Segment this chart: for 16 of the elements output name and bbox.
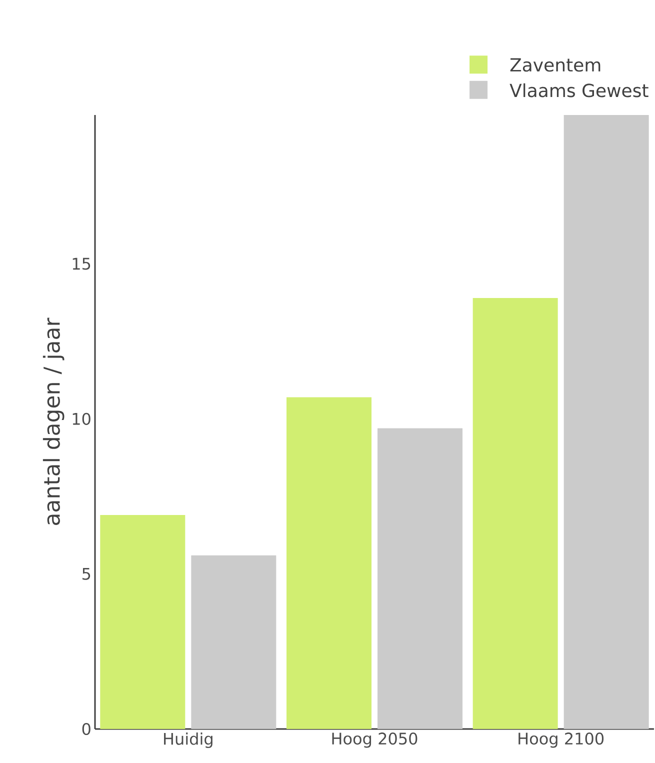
bar <box>191 555 276 729</box>
bar <box>472 298 558 729</box>
bar <box>100 515 186 729</box>
bar <box>286 397 372 729</box>
x-tick-label: Huidig <box>164 732 213 748</box>
x-tick-label: Hoog 2100 <box>518 732 604 748</box>
y-axis-title: aantal dagen / jaar <box>43 318 64 525</box>
legend-label: Zaventem <box>510 58 600 72</box>
y-tick-label: 15 <box>72 258 90 270</box>
y-tick-label: 5 <box>82 568 90 580</box>
legend-label: Vlaams Gewest <box>510 83 648 98</box>
x-tick-label: Hoog 2050 <box>332 732 418 748</box>
bar <box>564 115 649 729</box>
bar <box>378 428 463 729</box>
y-tick-label: 0 <box>82 722 91 736</box>
y-tick-label: 10 <box>72 412 91 425</box>
